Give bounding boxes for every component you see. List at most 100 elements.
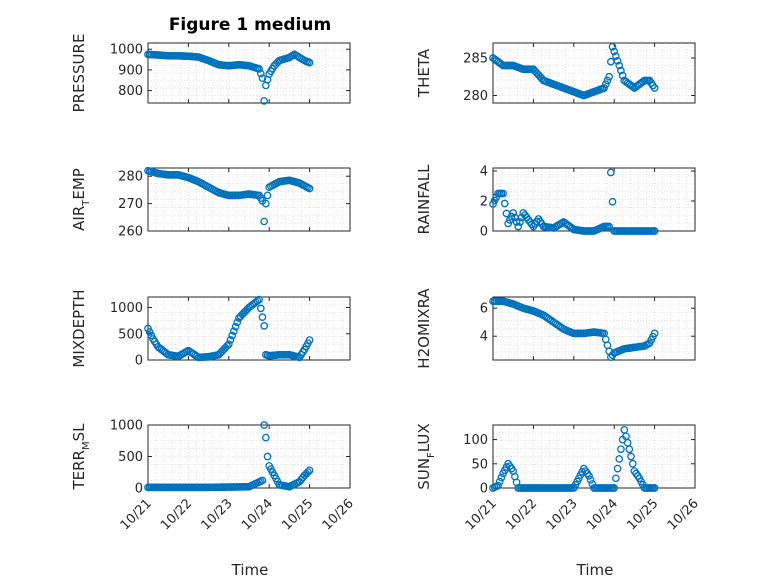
x-tick-label: 10/21: [463, 496, 500, 533]
subplot-3: 260 270 280 AIRTEMP: [70, 166, 351, 240]
data-point: [258, 74, 267, 83]
data-point: [255, 295, 263, 304]
y-tick-label: 0: [480, 482, 488, 497]
data-point: [650, 227, 659, 235]
y-axis-label: THETA: [415, 48, 433, 98]
data-point: [494, 481, 502, 490]
y-tick-label: 2: [480, 195, 488, 210]
data-point: [601, 80, 610, 89]
x-tick-label: 10/25: [624, 496, 661, 533]
data-point: [500, 199, 509, 208]
data-point: [258, 313, 267, 321]
x-tick-label: 10/23: [544, 496, 581, 533]
figure-title: Figure 1 medium: [169, 15, 331, 35]
data-point: [253, 297, 262, 305]
y-axis-label-main: SUN: [415, 458, 433, 490]
data-point: [260, 322, 268, 330]
data-point: [497, 473, 506, 482]
y-tick-label: 500: [118, 327, 143, 342]
data-point: [650, 84, 659, 92]
data-point: [255, 65, 263, 73]
data-point: [231, 322, 240, 331]
data-point: [228, 331, 237, 340]
y-axis-label-main: PRESSURE: [70, 34, 88, 113]
data-point: [610, 47, 619, 56]
y-axis-label-main: THETA: [415, 48, 433, 98]
y-axis-label: RAINFALL: [415, 164, 433, 235]
data-point: [305, 58, 314, 67]
data-point: [618, 71, 627, 80]
y-tick-label: 6: [480, 302, 488, 317]
x-tick-label: 10/24: [239, 496, 276, 533]
data-point: [620, 425, 629, 434]
y-tick-label: 1000: [110, 43, 143, 58]
axes-box: [492, 42, 696, 104]
x-tick-label: 10/25: [279, 496, 316, 533]
subplot-5: 0 500 1000 MIXDEPTH: [70, 289, 351, 369]
data-point: [610, 484, 619, 492]
y-axis-label: TERRMSL: [70, 423, 92, 491]
axes-box: [147, 296, 351, 361]
y-tick-label: 0: [480, 225, 488, 240]
data-point: [585, 472, 593, 480]
data-point: [606, 57, 615, 66]
data-point: [516, 218, 524, 226]
data-point: [230, 327, 238, 335]
data-point: [499, 189, 507, 198]
y-tick-label: 1000: [110, 419, 143, 434]
data-point: [612, 52, 620, 60]
data-point: [625, 445, 634, 454]
data-point: [305, 184, 314, 193]
data-point: [650, 329, 659, 338]
y-tick-label: 4: [480, 330, 488, 345]
y-tick-label: 500: [118, 450, 143, 465]
y-tick-label: 270: [118, 197, 143, 212]
data-point: [263, 191, 272, 200]
data-point: [600, 84, 608, 92]
y-axis-label-main: MIXDEPTH: [70, 289, 88, 367]
y-axis-label-subscript: T: [81, 199, 92, 207]
axes-box: [147, 42, 351, 104]
y-axis-label-main: AIR: [70, 206, 88, 231]
data-point: [615, 61, 624, 70]
x-axis-label-right: Time: [576, 561, 614, 579]
subplot-4: 0 2 4 RAINFALL: [415, 164, 696, 240]
data-point: [628, 82, 637, 91]
y-tick-label: 285: [463, 52, 488, 67]
axes-box: [492, 296, 696, 361]
data-point: [226, 336, 235, 344]
y-axis-label-tail: EMP: [70, 168, 88, 199]
data-point: [260, 421, 268, 429]
y-axis-label: SUNFLUX: [415, 423, 437, 489]
data-point: [612, 474, 620, 483]
x-tick-label: 10/26: [320, 496, 357, 533]
subplot-6: 4 6 H2OMIXRA: [415, 288, 696, 369]
data-point: [224, 340, 233, 349]
x-tick-label: 10/22: [503, 496, 540, 533]
data-point: [650, 484, 659, 492]
data-point: [623, 438, 632, 447]
data-point: [608, 197, 617, 206]
data-point: [512, 218, 521, 226]
data-point: [514, 222, 523, 231]
y-tick-label: 280: [118, 170, 143, 185]
data-point: [586, 476, 595, 484]
data-point: [605, 72, 614, 81]
y-tick-label: 0: [135, 482, 143, 497]
data-point: [256, 69, 265, 78]
data-point: [617, 66, 625, 75]
y-axis-label-subscript: M: [81, 441, 92, 450]
y-axis-label-main: H2OMIXRA: [415, 288, 433, 369]
y-axis-label-subscript: F: [426, 452, 437, 458]
y-axis-label: H2OMIXRA: [415, 288, 433, 369]
data-point: [613, 464, 622, 473]
data-point: [260, 97, 268, 105]
data-point: [627, 452, 635, 461]
x-tick-label: 10/23: [199, 496, 236, 533]
subplot-2: 280 285 THETA: [415, 42, 696, 104]
data-point: [605, 222, 614, 231]
y-tick-label: 50: [471, 457, 488, 472]
data-point: [261, 199, 270, 208]
data-point: [261, 433, 270, 442]
